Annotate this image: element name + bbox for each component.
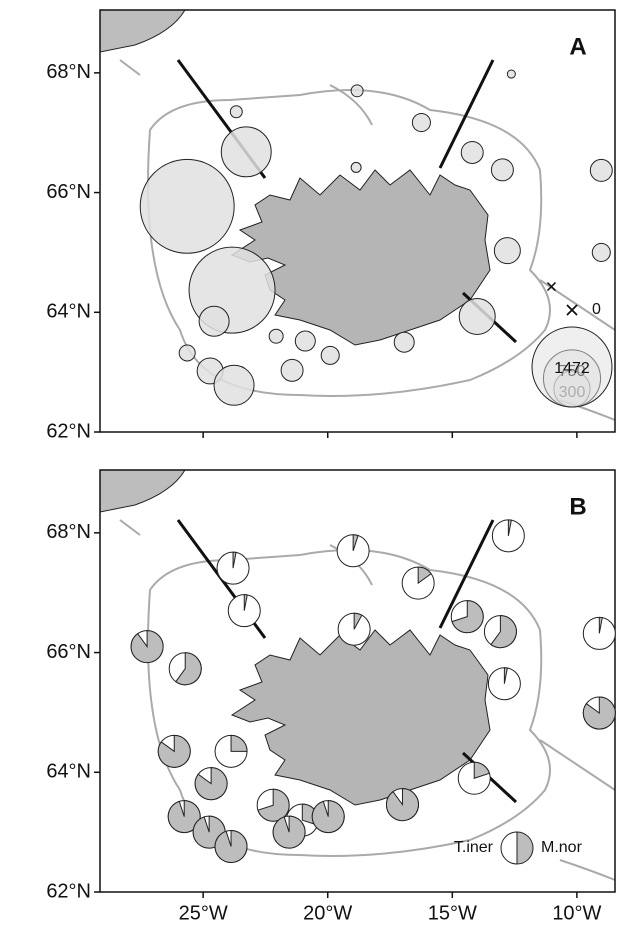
pie-wedge xyxy=(353,612,363,630)
bubble xyxy=(294,330,316,352)
bubble xyxy=(350,84,364,98)
legend-label: M.nor xyxy=(541,839,583,856)
y-tick-label: 64°N xyxy=(46,761,91,783)
y-tick-label: 66°N xyxy=(46,181,91,203)
pie-wedge xyxy=(243,594,248,611)
bubble xyxy=(139,158,235,254)
bubble xyxy=(198,305,230,337)
frame-a xyxy=(99,9,616,433)
y-tick-label: 62°N xyxy=(46,880,91,902)
bubble xyxy=(589,158,613,182)
pie-wedge xyxy=(598,616,603,634)
pie-wedge xyxy=(507,519,512,536)
legend-half xyxy=(516,831,534,865)
pie-wedge xyxy=(214,830,248,863)
bubble xyxy=(490,158,514,182)
bubble xyxy=(220,126,272,178)
legend-zero xyxy=(566,304,578,316)
y-tick-label: 62°N xyxy=(46,420,91,442)
bubble xyxy=(350,161,362,173)
bubble xyxy=(493,237,521,265)
pie-wedge xyxy=(175,652,202,686)
y-tick-label: 66°N xyxy=(46,641,91,663)
x-tick-label: 20°W xyxy=(303,902,352,924)
pie-wedge xyxy=(473,761,491,779)
bubble xyxy=(393,331,415,353)
bubble xyxy=(229,105,243,119)
y-tick-label: 68°N xyxy=(46,521,91,543)
pie-wedge xyxy=(257,788,290,822)
legend-label: T.iner xyxy=(454,839,494,856)
legend-half xyxy=(500,831,518,865)
y-tick-label: 68°N xyxy=(46,61,91,83)
x-tick-label: 25°W xyxy=(179,902,228,924)
pie-wedge xyxy=(451,600,484,634)
pie-wedge xyxy=(167,800,201,834)
pie-wedge xyxy=(503,667,508,684)
bubble xyxy=(506,69,516,79)
bubble xyxy=(178,344,196,362)
pie-wedge xyxy=(157,734,191,768)
legend-label: 0 xyxy=(592,301,601,318)
pie-wedge xyxy=(311,800,345,834)
y-tick-label: 64°N xyxy=(46,301,91,323)
frame-b xyxy=(99,469,616,893)
x-tick-label: 10°W xyxy=(552,902,601,924)
pie-wedge xyxy=(417,566,432,585)
pie-wedge xyxy=(582,696,616,730)
pie-wedge xyxy=(230,734,248,752)
bubble xyxy=(268,328,284,344)
bubble xyxy=(591,242,611,262)
pie-wedge xyxy=(194,767,228,801)
bubble xyxy=(280,358,304,382)
bubble xyxy=(460,140,484,164)
panel-label: A xyxy=(569,33,586,60)
bubble xyxy=(320,345,340,365)
bubble xyxy=(458,297,496,335)
legend-label: 1472 xyxy=(554,360,590,377)
panel-label: B xyxy=(569,493,586,520)
legend-bubble xyxy=(531,326,613,408)
pie-wedge xyxy=(232,551,237,569)
pie-wedge xyxy=(490,615,517,649)
pie-wedge xyxy=(352,534,359,551)
pie-wedge xyxy=(272,815,306,849)
x-tick-label: 15°W xyxy=(428,902,477,924)
bubble xyxy=(213,364,255,406)
bubble xyxy=(411,113,431,133)
zero-station xyxy=(546,282,556,292)
pie-wedge xyxy=(130,630,164,664)
pie-wedge xyxy=(386,788,419,822)
